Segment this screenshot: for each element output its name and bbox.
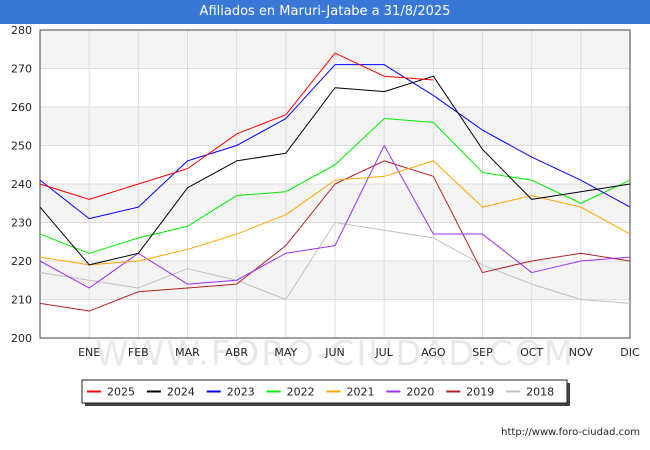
- series-lines: [39, 52, 631, 312]
- legend-label-2025: 2025: [107, 386, 135, 399]
- x-tick-label: MAY: [274, 346, 297, 359]
- x-tick-label: JUL: [374, 346, 393, 359]
- legend-label-2018: 2018: [526, 386, 554, 399]
- series-line-2018: [39, 222, 631, 304]
- series-line-2021: [39, 160, 631, 266]
- legend-label-2020: 2020: [406, 386, 434, 399]
- x-tick-label: DIC: [620, 346, 640, 359]
- source-url[interactable]: http://www.foro-ciudad.com: [501, 427, 640, 438]
- watermark-text: WWW.FORO-CIUDAD.COM: [95, 334, 575, 374]
- series-line-2022: [39, 118, 631, 254]
- legend-box: [81, 379, 568, 404]
- x-tick-label: NOV: [569, 346, 594, 359]
- series-line-2019: [39, 160, 631, 312]
- series-line-2024: [39, 75, 631, 266]
- y-tick-label: 200: [11, 332, 32, 345]
- y-tick-label: 240: [11, 178, 32, 191]
- x-tick-label: AGO: [421, 346, 446, 359]
- series-line-2023: [39, 64, 631, 220]
- legend-label-2021: 2021: [347, 386, 375, 399]
- legend-label-2023: 2023: [227, 386, 255, 399]
- y-tick-label: 250: [11, 140, 32, 153]
- x-tick-label: ABR: [225, 346, 248, 359]
- legend-label-2022: 2022: [287, 386, 315, 399]
- chart-title: Afiliados en Maruri-Jatabe a 31/8/2025: [0, 0, 650, 24]
- axes: 200 210 220 230 240 250 260 270 280 ENE FEB MAR ABR M…: [11, 24, 640, 359]
- legend-label-2024: 2024: [167, 386, 195, 399]
- x-tick-label: FEB: [128, 346, 149, 359]
- y-tick-label: 230: [11, 217, 32, 230]
- y-tick-label: 220: [11, 255, 32, 268]
- x-tick-label: JUN: [324, 346, 345, 359]
- y-tick-label: 270: [11, 63, 32, 76]
- legend: 2025 2024 2023 2022 2021 2020 2019 2018: [81, 379, 570, 406]
- y-tick-label: 210: [11, 294, 32, 307]
- legend-label-2019: 2019: [466, 386, 494, 399]
- x-tick-label: SEP: [472, 346, 493, 359]
- y-tick-label: 280: [11, 24, 32, 37]
- y-tick-label: 260: [11, 101, 32, 114]
- x-tick-label: MAR: [175, 346, 200, 359]
- x-tick-label: OCT: [520, 346, 543, 359]
- x-tick-label: ENE: [78, 346, 100, 359]
- series-line-2025: [39, 52, 434, 200]
